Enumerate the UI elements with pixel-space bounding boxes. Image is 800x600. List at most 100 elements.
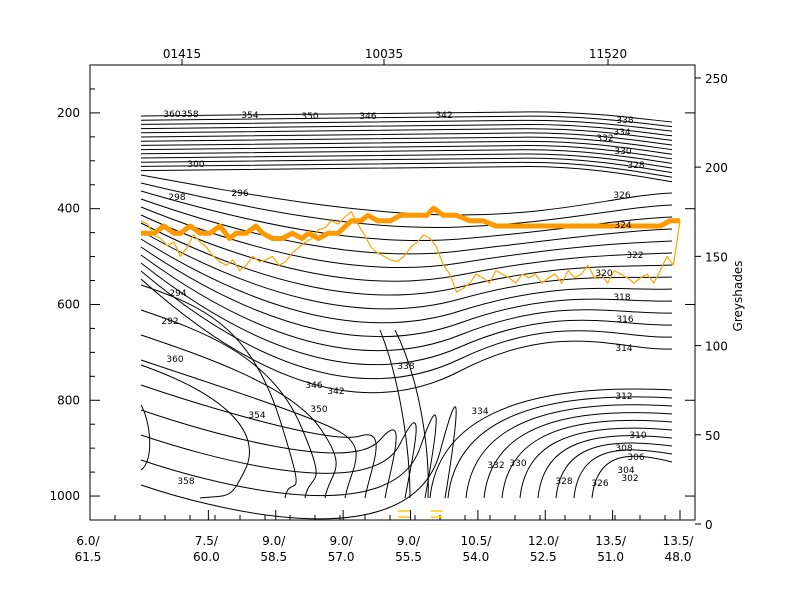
contour-label: 334	[471, 407, 488, 417]
contour-label: 292	[161, 317, 178, 327]
contour-label: 358	[177, 477, 194, 487]
contour-label: 346	[305, 381, 322, 391]
y-left-tick-label: 1000	[49, 489, 80, 503]
contour-line	[140, 140, 673, 155]
contour-label: 354	[248, 411, 265, 421]
plot-frame	[89, 64, 696, 521]
contour-label: 360	[163, 110, 180, 120]
x-tick-label-bottom: 54.0	[463, 550, 490, 564]
contour-label: 312	[615, 392, 632, 402]
contour-line	[140, 124, 673, 137]
contour-line	[140, 166, 673, 183]
contour-line	[501, 419, 673, 499]
x-tick-label-top: 9.0/	[262, 534, 286, 548]
contour-line	[140, 404, 151, 471]
contour-label: 354	[241, 111, 258, 121]
series-layer	[140, 205, 681, 293]
contour-line	[140, 284, 297, 499]
contour-line	[140, 262, 673, 366]
contour-line	[140, 230, 673, 310]
x-tick-label-top: 9.0/	[397, 534, 421, 548]
contour-line	[140, 222, 673, 296]
y-left-tick-label: 400	[57, 202, 80, 216]
contour-label: 310	[629, 431, 646, 441]
axes: 200 400 600 800 1000 0 50 100 150 200 250 Greyshade…	[49, 47, 745, 564]
contour-line	[140, 128, 673, 141]
x-tick-label-top: 13.5/	[663, 534, 695, 548]
contour-label: 320	[595, 269, 612, 279]
x-tick-label-bottom: 58.5	[260, 550, 287, 564]
contour-label: 302	[621, 474, 638, 484]
y-right-tick-label: 0	[705, 518, 713, 532]
contour-line	[591, 455, 673, 499]
contour-line	[140, 115, 673, 128]
x-tick-label-bottom: 60.0	[193, 550, 220, 564]
contour-label: 328	[555, 477, 572, 487]
x-tick-label-bottom: 61.5	[75, 550, 102, 564]
y-right-tick-label: 200	[705, 161, 728, 175]
x-tick-label-bottom: 52.5	[530, 550, 557, 564]
y-right-tick-label: 250	[705, 72, 728, 86]
contour-label: 304	[617, 466, 634, 476]
contour-label: 330	[509, 459, 526, 469]
contour-label: 338	[616, 116, 633, 126]
y-left-tick-label: 800	[57, 393, 80, 407]
contour-line	[140, 214, 673, 282]
contour-labels: 360 358 354 350 346 342 3383343323303283263243…	[161, 110, 646, 489]
contour-line	[140, 174, 673, 216]
contour-label: 332	[596, 134, 613, 144]
contour-label: 358	[181, 110, 198, 120]
y-right-tick-label: 50	[705, 429, 720, 443]
contour-line	[379, 329, 411, 499]
contour-line	[573, 449, 673, 499]
contour-line	[140, 111, 673, 123]
x-tick-label-bottom: 55.5	[395, 550, 422, 564]
contour-line	[140, 270, 673, 380]
x-tick-label-top: 12.0/	[528, 534, 560, 548]
contour-line	[140, 414, 437, 499]
x-tick-label-bottom: 48.0	[665, 550, 692, 564]
contour-line	[140, 157, 673, 174]
contour-label: 300	[187, 160, 204, 170]
contour-line	[140, 384, 377, 499]
contour-line	[465, 404, 673, 499]
contour-label: 338	[397, 362, 414, 372]
contour-line	[429, 388, 673, 499]
x-tick-label-top: 10.5/	[460, 534, 492, 548]
contour-label: 332	[487, 461, 504, 471]
contour-label: 306	[627, 453, 644, 463]
x-tick-label-top: 9.0/	[330, 534, 354, 548]
contour-line	[140, 364, 250, 499]
contour-line	[483, 412, 673, 499]
contour-line	[140, 206, 673, 269]
contour-label: 314	[615, 344, 632, 354]
contour-label: 350	[310, 405, 327, 415]
x-tick-label-top: 13.5/	[595, 534, 627, 548]
top-station-label: 10035	[365, 47, 403, 61]
contour-label: 296	[231, 189, 248, 199]
contour-line	[140, 406, 457, 520]
bottom-marks	[397, 510, 443, 518]
contour-line	[555, 442, 673, 499]
contour-label: 326	[591, 479, 608, 489]
contour-layer	[140, 111, 673, 520]
contour-label: 318	[613, 293, 630, 303]
contour-label: 326	[613, 191, 630, 201]
x-tick-label-bottom: 57.0	[328, 550, 355, 564]
contour-line	[140, 238, 673, 324]
contour-label: 360	[166, 355, 183, 365]
y-left-tick-label: 200	[57, 106, 80, 120]
contour-line	[140, 198, 673, 255]
x-tick-label-bottom: 51.0	[597, 550, 624, 564]
contour-line	[140, 190, 673, 241]
top-station-label: 01415	[163, 47, 201, 61]
contour-line	[140, 132, 673, 146]
contour-line	[140, 278, 673, 394]
contour-line	[140, 309, 317, 499]
contour-line	[140, 153, 673, 169]
y-left-tick-label: 600	[57, 297, 80, 311]
contour-line	[394, 329, 429, 499]
top-station-label: 11520	[589, 47, 627, 61]
contour-line	[519, 427, 673, 499]
